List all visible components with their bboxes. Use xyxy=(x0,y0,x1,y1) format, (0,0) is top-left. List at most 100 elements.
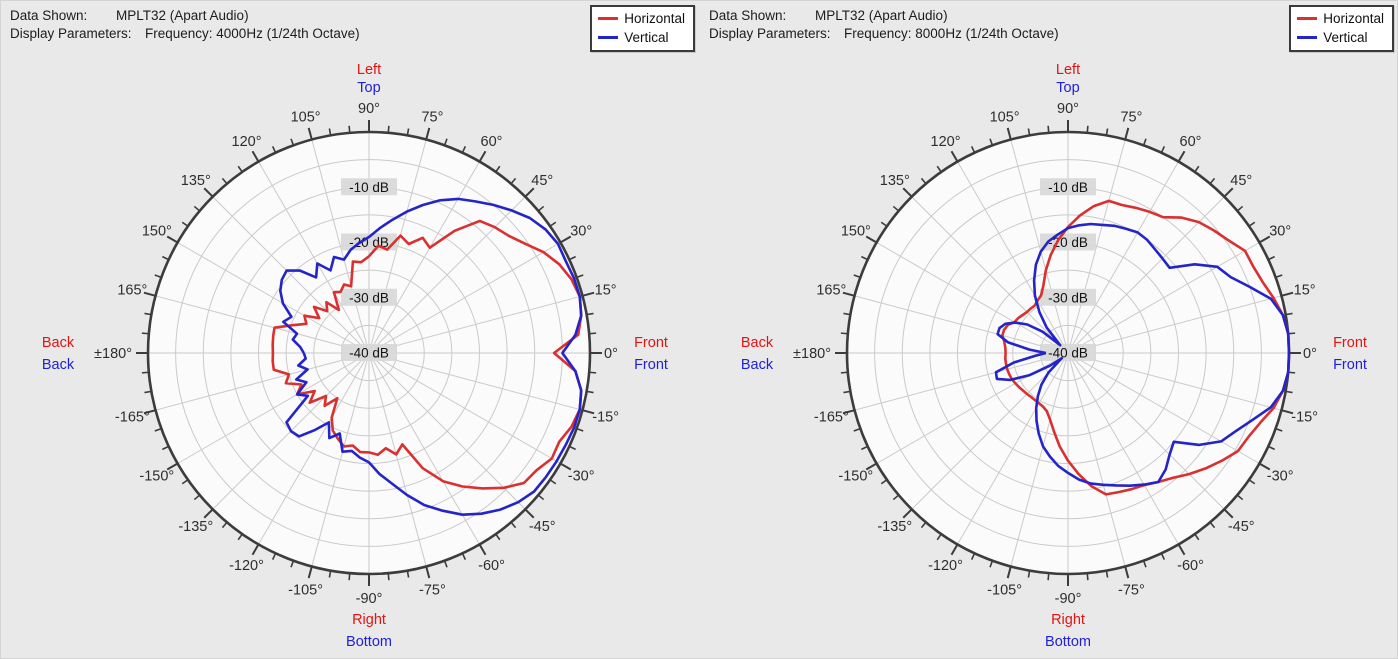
svg-text:75°: 75° xyxy=(421,109,443,125)
svg-text:0°: 0° xyxy=(604,346,618,362)
panel-header: Data Shown: MPLT32 (Apart Audio) Display … xyxy=(10,7,360,43)
legend-entry-horizontal: Horizontal xyxy=(598,9,685,28)
svg-text:165°: 165° xyxy=(816,283,846,299)
svg-text:-150°: -150° xyxy=(838,469,873,485)
horizontal-line-swatch xyxy=(598,17,619,20)
polar-panel-4000hz: -10 dB -20 dB -30 dB -40 dB -165° -150° -135° -… xyxy=(1,1,700,658)
display-parameters-row: Display Parameters: Frequency: 8000Hz (1/… xyxy=(709,25,1059,43)
svg-text:135°: 135° xyxy=(181,173,211,189)
display-parameters-row: Display Parameters: Frequency: 4000Hz (1/… xyxy=(10,25,360,43)
svg-text:60°: 60° xyxy=(1180,134,1202,150)
svg-text:105°: 105° xyxy=(291,109,321,125)
svg-text:60°: 60° xyxy=(481,134,503,150)
legend-entry-vertical: Vertical xyxy=(1297,28,1384,47)
svg-text:-10 dB: -10 dB xyxy=(349,180,389,195)
svg-text:Back: Back xyxy=(42,357,75,373)
svg-text:-10 dB: -10 dB xyxy=(1048,180,1088,195)
svg-text:75°: 75° xyxy=(1120,109,1142,125)
svg-text:150°: 150° xyxy=(841,224,871,240)
svg-text:-15°: -15° xyxy=(592,409,619,425)
svg-text:-90°: -90° xyxy=(1055,591,1082,607)
legend-label: Horizontal xyxy=(1323,11,1384,26)
svg-text:90°: 90° xyxy=(1057,101,1079,117)
svg-text:-135°: -135° xyxy=(877,519,912,535)
data-shown-label: Data Shown: xyxy=(709,8,787,23)
svg-text:-90°: -90° xyxy=(356,591,383,607)
svg-text:Front: Front xyxy=(1333,357,1367,373)
svg-text:120°: 120° xyxy=(931,134,961,150)
svg-text:150°: 150° xyxy=(142,224,172,240)
svg-text:-45°: -45° xyxy=(1228,519,1255,535)
legend: Horizontal Vertical xyxy=(1289,5,1394,52)
svg-text:-120°: -120° xyxy=(229,558,264,574)
svg-text:-60°: -60° xyxy=(478,558,505,574)
svg-text:-15°: -15° xyxy=(1291,409,1318,425)
svg-text:-165°: -165° xyxy=(115,409,150,425)
display-parameters-value: Frequency: 4000Hz (1/24th Octave) xyxy=(145,26,360,41)
svg-text:Right: Right xyxy=(1051,612,1085,628)
horizontal-line-swatch xyxy=(1297,17,1318,20)
svg-text:0°: 0° xyxy=(1303,346,1317,362)
svg-text:15°: 15° xyxy=(1294,283,1316,299)
svg-text:Right: Right xyxy=(352,612,386,628)
data-shown-row: Data Shown: MPLT32 (Apart Audio) xyxy=(709,7,1059,25)
svg-text:-45°: -45° xyxy=(529,519,556,535)
svg-text:±180°: ±180° xyxy=(793,346,831,362)
svg-text:-60°: -60° xyxy=(1177,558,1204,574)
svg-text:Left: Left xyxy=(357,62,381,78)
polar-plot-8000hz: -10 dB-20 dB-30 dB-40 dB-165°-150°-135°-… xyxy=(741,62,1367,650)
svg-text:-165°: -165° xyxy=(814,409,849,425)
display-parameters-label: Display Parameters: xyxy=(10,26,132,41)
svg-text:105°: 105° xyxy=(990,109,1020,125)
svg-text:Front: Front xyxy=(634,335,668,351)
display-parameters-value: Frequency: 8000Hz (1/24th Octave) xyxy=(844,26,1059,41)
legend: Horizontal Vertical xyxy=(590,5,695,52)
panel-header: Data Shown: MPLT32 (Apart Audio) Display … xyxy=(709,7,1059,43)
svg-text:-75°: -75° xyxy=(1118,583,1145,599)
svg-text:-30°: -30° xyxy=(1267,469,1294,485)
svg-text:Front: Front xyxy=(1333,335,1367,351)
svg-text:135°: 135° xyxy=(880,173,910,189)
display-parameters-label: Display Parameters: xyxy=(709,26,831,41)
svg-text:15°: 15° xyxy=(595,283,617,299)
svg-text:Back: Back xyxy=(741,357,774,373)
svg-text:Bottom: Bottom xyxy=(1045,634,1091,650)
data-shown-value: MPLT32 (Apart Audio) xyxy=(815,8,948,23)
legend-entry-horizontal: Horizontal xyxy=(1297,9,1384,28)
svg-text:Back: Back xyxy=(741,335,774,351)
svg-text:Front: Front xyxy=(634,357,668,373)
vertical-line-swatch xyxy=(1297,36,1318,39)
svg-text:45°: 45° xyxy=(1230,173,1252,189)
svg-text:45°: 45° xyxy=(531,173,553,189)
svg-text:Back: Back xyxy=(42,335,75,351)
svg-text:-30 dB: -30 dB xyxy=(1048,290,1088,305)
legend-label: Vertical xyxy=(624,30,669,45)
svg-text:-30 dB: -30 dB xyxy=(349,290,389,305)
svg-text:-30°: -30° xyxy=(568,469,595,485)
svg-text:-40 dB: -40 dB xyxy=(349,346,389,361)
svg-text:-135°: -135° xyxy=(178,519,213,535)
svg-text:30°: 30° xyxy=(1269,224,1291,240)
svg-text:-120°: -120° xyxy=(928,558,963,574)
data-shown-row: Data Shown: MPLT32 (Apart Audio) xyxy=(10,7,360,25)
polar-plot-4000hz: -10 dB-20 dB-30 dB-40 dB-165°-150°-135°-… xyxy=(42,62,668,650)
svg-text:±180°: ±180° xyxy=(94,346,132,362)
svg-text:-40 dB: -40 dB xyxy=(1048,346,1088,361)
svg-text:Bottom: Bottom xyxy=(346,634,392,650)
svg-text:30°: 30° xyxy=(570,224,592,240)
svg-text:90°: 90° xyxy=(358,101,380,117)
data-shown-label: Data Shown: xyxy=(10,8,88,23)
svg-text:165°: 165° xyxy=(117,283,147,299)
svg-text:-150°: -150° xyxy=(139,469,174,485)
legend-entry-vertical: Vertical xyxy=(598,28,685,47)
data-shown-value: MPLT32 (Apart Audio) xyxy=(116,8,249,23)
svg-text:-105°: -105° xyxy=(987,583,1022,599)
svg-text:Left: Left xyxy=(1056,62,1080,78)
polar-panel-8000hz: -10 dB -20 dB -30 dB -40 dB -165° -150° -135° -… xyxy=(700,1,1397,658)
legend-label: Horizontal xyxy=(624,11,685,26)
legend-label: Vertical xyxy=(1323,30,1368,45)
vertical-line-swatch xyxy=(598,36,619,39)
svg-text:Top: Top xyxy=(357,80,380,96)
svg-text:120°: 120° xyxy=(232,134,262,150)
